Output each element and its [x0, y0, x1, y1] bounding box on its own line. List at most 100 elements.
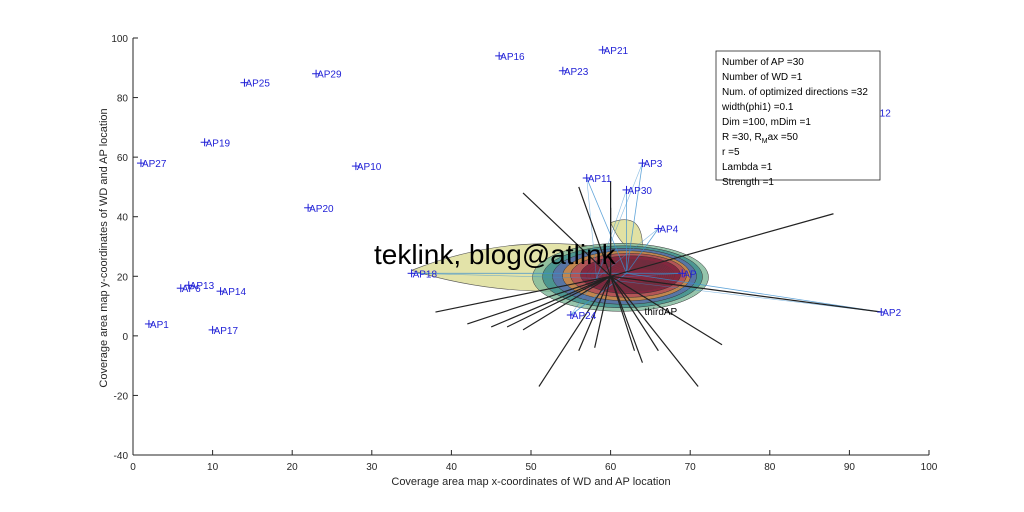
ap-point: AP24	[566, 311, 597, 322]
legend-line: Number of WD =1	[722, 72, 803, 83]
ap-label: AP23	[564, 67, 589, 78]
legend-line: Num. of optimized directions =32	[722, 87, 868, 98]
legend-line: Lambda =1	[722, 162, 773, 173]
ap-label: AP3	[643, 159, 662, 170]
ap-point: AP25	[240, 78, 270, 90]
ap-label: AP17	[214, 326, 239, 337]
x-axis-label: Coverage area map x-coordinates of WD an…	[391, 476, 670, 488]
direction-line	[522, 275, 611, 331]
legend-line: Dim =100, mDim =1	[722, 117, 811, 128]
extra-labels: thirdAP	[644, 307, 677, 318]
ap-point: AP17	[208, 325, 239, 337]
ap-label: AP30	[628, 186, 653, 197]
x-tick-label: 40	[446, 462, 458, 473]
x-tick-label: 100	[921, 462, 938, 473]
coverage-contour	[602, 263, 667, 288]
direction-line	[522, 192, 612, 277]
ap-label: AP27	[142, 159, 167, 170]
ap-label: AP24	[572, 311, 597, 322]
legend-line: Strength =1	[722, 177, 774, 188]
x-tick-label: 60	[605, 462, 617, 473]
direction-line	[435, 275, 611, 313]
beam-line	[596, 278, 882, 313]
ap-point: AP11	[582, 173, 612, 185]
legend-line: Number of AP =30	[722, 57, 804, 68]
ap-label: AP4	[659, 225, 678, 236]
x-tick-label: 0	[130, 462, 136, 473]
ap-point: AP14	[216, 287, 246, 298]
ap-point: AP19	[200, 138, 231, 149]
y-tick-label: 80	[117, 94, 129, 105]
ap-label: AP10	[357, 162, 382, 173]
beam-line	[596, 189, 627, 279]
ap-label: AP16	[500, 52, 525, 63]
y-tick-label: -20	[114, 391, 129, 402]
legend-line: R =30, RMax =50	[722, 132, 798, 145]
coverage-contour	[606, 264, 665, 287]
y-tick-label: 0	[122, 332, 128, 343]
coverage-contour	[590, 260, 673, 291]
coverage-contour	[598, 262, 669, 289]
ap-label: AP2	[882, 308, 901, 319]
x-tick-label: 90	[844, 462, 856, 473]
coverage-contour	[586, 259, 675, 292]
direction-line	[506, 275, 611, 328]
ap-point: AP4	[654, 224, 679, 236]
y-ticks: -40 -20 0 20 40 60 80 100	[111, 34, 138, 462]
y-tick-label: 60	[117, 153, 129, 164]
direction-line	[467, 275, 611, 325]
beam-line	[626, 163, 643, 274]
beam-line	[586, 177, 627, 274]
ap-point: AP30	[622, 185, 653, 197]
ap-label: AP6	[182, 284, 201, 295]
x-tick-label: 80	[764, 462, 776, 473]
extra-label: thirdAP	[644, 307, 677, 318]
ap-label: AP19	[206, 138, 231, 149]
legend-r-tail: ax =50	[768, 132, 799, 143]
ap-point: AP20	[304, 203, 334, 215]
ap-label: AP21	[604, 46, 629, 57]
ap-point: AP6	[176, 284, 201, 295]
ap-point: AP16	[495, 51, 525, 63]
x-tick-label: 70	[685, 462, 697, 473]
direction-line	[490, 275, 611, 328]
y-tick-label: 40	[117, 213, 129, 224]
ap-label: AP11	[588, 174, 612, 185]
beam-line	[626, 228, 659, 274]
direction-line	[594, 276, 612, 348]
watermark-text: teklink, blog@atlink	[374, 239, 617, 270]
ap-point: AP27	[136, 159, 167, 170]
legend-box: Number of AP =30 Number of WD =1 Num. of…	[715, 50, 881, 188]
ap-point: AP10	[351, 162, 382, 173]
beam-line	[596, 228, 659, 279]
ap-point: AP	[678, 269, 697, 280]
beam-line	[411, 273, 597, 279]
ap-label: AP20	[309, 204, 334, 215]
ap-point: AP23	[558, 66, 589, 78]
ap-label: AP29	[317, 70, 342, 81]
legend-frame	[715, 50, 881, 181]
direction-line	[610, 275, 723, 346]
ap-point: AP21	[598, 45, 629, 57]
ap-label: AP13	[190, 281, 215, 292]
direction-line	[610, 213, 834, 277]
direction-line	[610, 275, 699, 387]
x-tick-label: 10	[207, 462, 219, 473]
ap-point: AP18	[407, 269, 438, 280]
x-tick-label: 50	[525, 462, 537, 473]
ap-label: AP1	[150, 320, 169, 331]
y-axis-label: Coverage area map y-coordinates of WD an…	[98, 108, 110, 387]
beam-line	[626, 272, 882, 313]
legend-line: r =5	[722, 147, 740, 158]
y-tick-label: 100	[111, 34, 128, 45]
y-tick-label: 20	[117, 272, 129, 283]
ap-point: AP2	[877, 308, 902, 319]
ap-point: AP3	[638, 159, 663, 170]
x-tick-label: 20	[287, 462, 299, 473]
ap-label: AP18	[413, 269, 438, 280]
ap-label: AP	[683, 269, 697, 280]
direction-line	[578, 186, 612, 277]
legend-r-text: R =30, R	[722, 132, 762, 143]
ap-label: AP25	[245, 79, 270, 90]
